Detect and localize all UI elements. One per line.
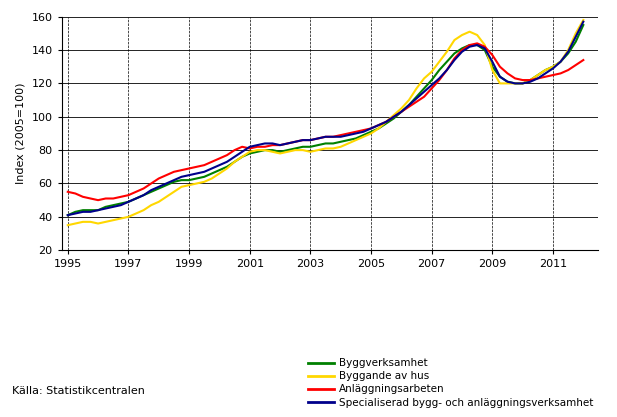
Y-axis label: Index (2005=100): Index (2005=100) [16, 83, 26, 184]
Legend: Byggverksamhet, Byggande av hus, Anläggningsarbeten, Specialiserad bygg- och anl: Byggverksamhet, Byggande av hus, Anläggn… [308, 358, 594, 408]
Text: Källa: Statistikcentralen: Källa: Statistikcentralen [12, 386, 145, 396]
